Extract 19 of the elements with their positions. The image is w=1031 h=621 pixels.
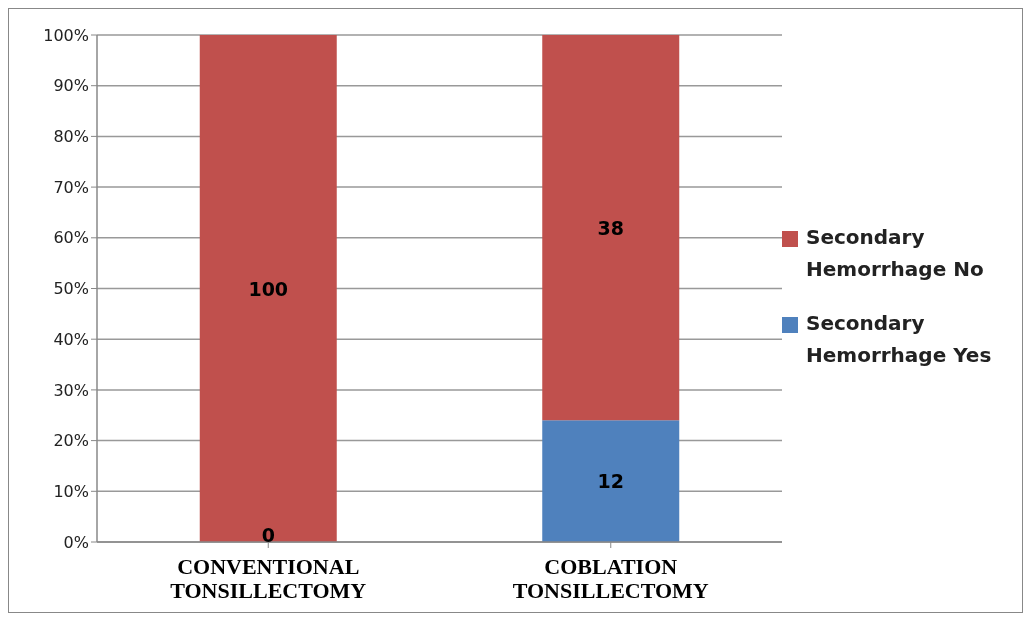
- y-tick-label: 60%: [53, 228, 89, 248]
- y-tick-label: 30%: [53, 380, 89, 400]
- y-tick-label: 70%: [53, 177, 89, 197]
- x-tick-label: CONVENTIONAL TONSILLECTOMY: [170, 554, 367, 603]
- y-tick-label: 40%: [53, 329, 89, 349]
- y-tick-label: 100%: [43, 25, 89, 45]
- y-tick-label: 50%: [53, 279, 89, 299]
- y-tick-label: 20%: [53, 431, 89, 451]
- legend-label: Secondary Hemorrhage No: [806, 223, 985, 283]
- annotation: 100: [248, 277, 289, 300]
- annotation: 12: [597, 470, 624, 493]
- x-tick-label: COBLATION TONSILLECTOMY: [512, 554, 709, 603]
- annotation: 0: [261, 524, 275, 546]
- annotation: 38: [597, 216, 624, 239]
- legend-label: Secondary Hemorrhage Yes: [806, 309, 993, 369]
- y-tick-label: 80%: [53, 127, 89, 147]
- y-tick-label: 90%: [53, 76, 89, 96]
- y-tick-label: 10%: [53, 481, 89, 501]
- y-tick-label: 0%: [63, 532, 89, 552]
